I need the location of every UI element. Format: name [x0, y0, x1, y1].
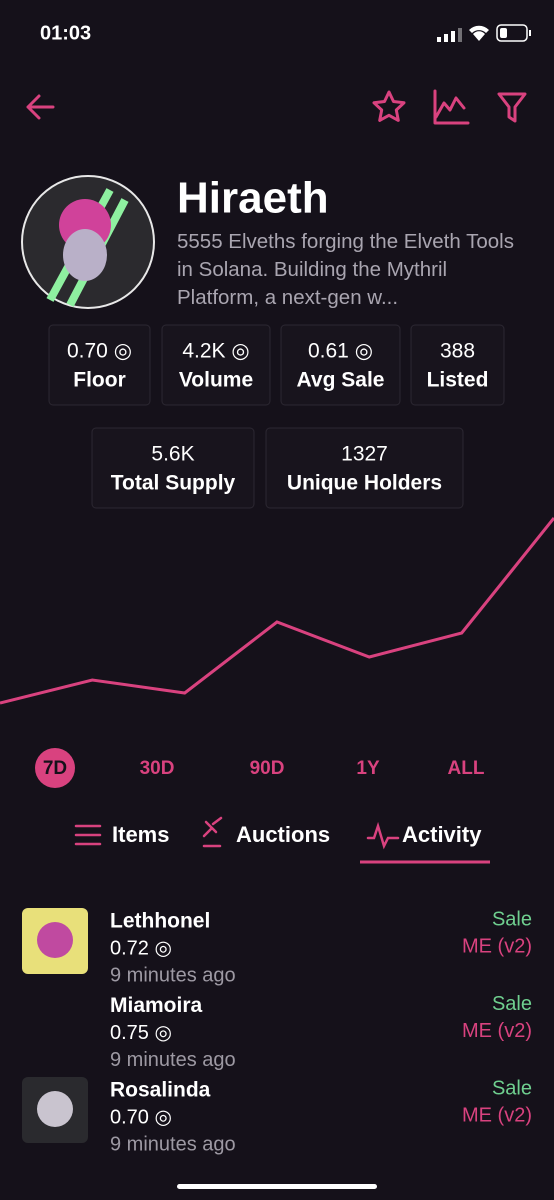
auctions-icon	[202, 816, 223, 848]
activity-icon	[366, 821, 400, 850]
timeframe-button[interactable]: 30D	[140, 758, 175, 779]
tab[interactable]: Activity	[402, 822, 482, 847]
collection-avatar	[21, 175, 155, 309]
stat-value: 4.2K ◎	[182, 340, 249, 363]
timeframe-button[interactable]: 1Y	[356, 758, 380, 779]
activity-market: ME (v2)	[462, 1104, 532, 1126]
activity-name: Lethhonel	[110, 910, 210, 933]
items-icon	[74, 824, 102, 846]
thumbnail-head	[37, 1091, 73, 1127]
collection-description: 5555 Elveths forging the Elveth Tools in…	[177, 230, 514, 309]
stat-box	[91, 427, 255, 509]
activity-type: Sale	[492, 908, 532, 930]
activity-time: 9 minutes ago	[110, 1133, 236, 1155]
filter-button[interactable]	[497, 92, 527, 123]
activity-type: Sale	[492, 1077, 532, 1099]
stat-box	[265, 427, 464, 509]
stat-box	[410, 324, 505, 406]
stat-label: Floor	[73, 369, 126, 392]
stat-label: Unique Holders	[287, 472, 442, 495]
status-icons	[437, 24, 531, 42]
tab[interactable]: Items	[112, 822, 169, 847]
activity-time: 9 minutes ago	[110, 964, 236, 986]
stat-label: Volume	[179, 369, 253, 392]
back-button[interactable]	[26, 94, 55, 120]
stat-box	[280, 324, 401, 406]
stat-label: Listed	[427, 369, 489, 392]
activity-thumbnail	[22, 908, 88, 974]
activity-thumbnail	[22, 1077, 88, 1143]
timeframe-selected	[35, 748, 75, 788]
activity-name: Rosalinda	[110, 1079, 211, 1102]
stat-value: 0.61 ◎	[308, 340, 373, 363]
timeframe-button[interactable]: ALL	[448, 758, 485, 779]
activity-price: 0.75 ◎	[110, 1022, 172, 1044]
activity-price: 0.72 ◎	[110, 937, 172, 959]
activity-price: 0.70 ◎	[110, 1106, 172, 1128]
favorite-button[interactable]	[372, 90, 406, 122]
stat-box	[161, 324, 271, 406]
stat-label: Avg Sale	[297, 369, 385, 392]
activity-time: 9 minutes ago	[110, 1049, 236, 1071]
home-indicator	[177, 1184, 377, 1189]
thumbnail-head	[37, 922, 73, 958]
activity-type: Sale	[492, 993, 532, 1015]
price-line	[0, 517, 554, 705]
tab[interactable]: Auctions	[236, 822, 330, 847]
description-box: 5555 Elveths forging the Elveth Tools in…	[177, 230, 514, 309]
timeframe-button[interactable]: 90D	[250, 758, 285, 779]
timeframe-button[interactable]: 7D	[43, 758, 67, 779]
stat-box	[48, 324, 151, 406]
activity-name: Miamoira	[110, 994, 203, 1017]
stat-value: 5.6K	[151, 443, 194, 466]
stat-value: 388	[440, 340, 475, 363]
activity-market: ME (v2)	[462, 1020, 532, 1042]
collection-name: Hiraeth	[177, 174, 329, 223]
stat-value: 0.70 ◎	[67, 340, 132, 363]
stat-value: 1327	[341, 443, 388, 466]
status-time: 01:03	[40, 22, 91, 44]
stat-label: Total Supply	[111, 472, 236, 495]
activity-market: ME (v2)	[462, 935, 532, 957]
chart-button[interactable]	[433, 89, 470, 125]
